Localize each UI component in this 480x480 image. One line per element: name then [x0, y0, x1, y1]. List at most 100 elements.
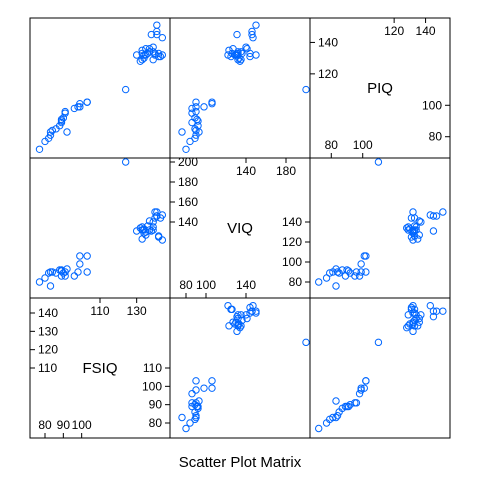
- tick-label-viq-right: 80: [289, 275, 303, 289]
- tick-label-piq-left: 140: [318, 35, 338, 49]
- point-fsiq-vs-viq-20: [83, 252, 91, 260]
- tick-label-viq-bottom: 100: [196, 278, 216, 292]
- point-viq-vs-piq-2: [191, 134, 199, 142]
- point-viq-vs-fsiq-42: [252, 307, 260, 315]
- point-viq-vs-fsiq-15: [188, 389, 196, 398]
- point-viq-vs-fsiq-29: [234, 320, 242, 328]
- point-viq-vs-fsiq-45: [228, 305, 236, 314]
- point-fsiq-vs-piq-33: [145, 48, 154, 56]
- point-fsiq-vs-piq-0: [35, 145, 44, 153]
- point-fsiq-vs-viq-12: [61, 272, 69, 280]
- point-fsiq-vs-piq-18: [76, 100, 84, 108]
- point-fsiq-vs-viq-48: [158, 236, 167, 244]
- point-piq-vs-viq-2: [326, 269, 334, 277]
- tick-label-piq-top: 140: [416, 24, 436, 38]
- point-piq-vs-viq-19: [362, 268, 370, 276]
- point-fsiq-vs-piq-17: [76, 103, 84, 111]
- point-viq-vs-piq-35: [233, 30, 241, 39]
- point-viq-vs-fsiq-25: [225, 322, 233, 330]
- tick-label-fsiq-left: 140: [38, 306, 58, 320]
- point-piq-vs-fsiq-22: [409, 327, 417, 336]
- tick-label-piq-left: 120: [318, 67, 338, 81]
- point-piq-vs-fsiq-10: [344, 402, 353, 411]
- point-fsiq-vs-viq-45: [154, 232, 163, 240]
- point-viq-vs-fsiq-18: [208, 384, 216, 392]
- point-fsiq-vs-viq-37: [149, 223, 157, 231]
- point-piq-vs-fsiq-14: [332, 397, 340, 405]
- point-piq-vs-fsiq-46: [407, 303, 416, 312]
- panel-frame-r2-c2: [309, 297, 451, 439]
- point-piq-vs-viq-45: [410, 232, 419, 240]
- point-viq-vs-fsiq-1: [186, 419, 194, 427]
- tick-label-viq-left: 180: [178, 175, 198, 189]
- point-fsiq-vs-piq-38: [149, 43, 157, 51]
- point-fsiq-vs-viq-14: [63, 265, 71, 273]
- point-fsiq-vs-piq-10: [57, 115, 66, 124]
- point-fsiq-vs-viq-36: [149, 226, 157, 234]
- point-piq-vs-viq-12: [351, 272, 359, 280]
- point-fsiq-vs-viq-5: [48, 268, 57, 276]
- point-viq-vs-fsiq-19: [192, 377, 200, 385]
- point-viq-vs-fsiq-16: [192, 386, 200, 394]
- point-piq-vs-fsiq-4: [332, 413, 340, 422]
- tick-label-fsiq-left: 130: [38, 324, 58, 338]
- point-piq-vs-viq-17: [357, 260, 365, 268]
- point-piq-vs-viq-36: [404, 226, 412, 234]
- point-viq-vs-piq-42: [252, 21, 260, 29]
- point-piq-vs-viq-4: [332, 282, 340, 290]
- point-viq-vs-fsiq-5: [192, 411, 200, 420]
- point-fsiq-vs-piq-40: [151, 51, 159, 59]
- point-viq-vs-piq-4: [178, 128, 186, 136]
- point-fsiq-vs-piq-48: [158, 51, 167, 59]
- point-viq-vs-fsiq-30: [229, 318, 237, 326]
- tick-label-viq-right: 100: [282, 255, 302, 269]
- point-viq-vs-piq-37: [237, 48, 245, 56]
- point-piq-vs-fsiq-32: [410, 316, 419, 325]
- point-fsiq-vs-piq-41: [153, 30, 161, 39]
- point-piq-vs-fsiq-21: [374, 338, 383, 347]
- point-piq-vs-fsiq-47: [426, 301, 434, 310]
- point-piq-vs-viq-42: [439, 208, 447, 216]
- panel-frame-r2-c1: [169, 297, 311, 439]
- point-viq-vs-piq-15: [188, 104, 196, 113]
- point-piq-vs-fsiq-13: [352, 399, 361, 407]
- point-viq-vs-fsiq-32: [238, 316, 246, 325]
- point-fsiq-vs-viq-32: [143, 222, 152, 230]
- point-piq-vs-fsiq-33: [412, 314, 420, 323]
- point-piq-vs-fsiq-17: [357, 384, 365, 392]
- point-piq-vs-fsiq-43: [432, 307, 441, 315]
- point-viq-vs-fsiq-37: [237, 311, 245, 319]
- point-piq-vs-fsiq-15: [355, 389, 364, 398]
- tick-label-viq-left: 160: [178, 195, 198, 209]
- point-piq-vs-viq-21: [374, 158, 383, 166]
- point-piq-vs-fsiq-25: [414, 322, 422, 330]
- tick-label-fsiq-right: 100: [142, 379, 162, 393]
- point-fsiq-vs-viq-30: [142, 231, 150, 239]
- point-fsiq-vs-piq-4: [46, 128, 55, 136]
- panel-frame-r0-c0: [29, 17, 171, 159]
- point-piq-vs-viq-16: [357, 268, 365, 276]
- point-fsiq-vs-viq-1: [41, 274, 49, 282]
- panel-frame-r0-c1: [169, 17, 311, 159]
- point-viq-vs-piq-19: [192, 98, 200, 106]
- point-viq-vs-fsiq-38: [242, 311, 250, 319]
- x-axis-label: Scatter Plot Matrix: [179, 454, 302, 471]
- point-fsiq-vs-piq-26: [138, 56, 146, 64]
- point-fsiq-vs-viq-47: [158, 211, 167, 219]
- point-fsiq-vs-viq-29: [140, 226, 148, 234]
- point-piq-vs-viq-41: [429, 212, 438, 220]
- point-piq-vs-fsiq-18: [360, 384, 368, 392]
- point-piq-vs-viq-32: [410, 222, 419, 230]
- tick-label-viq-left: 140: [178, 215, 198, 229]
- point-viq-vs-fsiq-12: [188, 399, 196, 407]
- point-viq-vs-piq-45: [228, 49, 236, 58]
- tick-label-viq-top: 180: [276, 164, 296, 178]
- point-piq-vs-viq-15: [355, 272, 364, 280]
- tick-label-fsiq-left: 120: [38, 343, 58, 357]
- tick-label-fsiq-right: 110: [143, 361, 162, 375]
- tick-label-fsiq-right: 90: [149, 398, 163, 412]
- point-fsiq-vs-viq-25: [138, 235, 146, 243]
- point-viq-vs-piq-41: [248, 30, 256, 39]
- point-fsiq-vs-viq-34: [145, 217, 154, 225]
- tick-label-viq-left: 200: [178, 155, 198, 169]
